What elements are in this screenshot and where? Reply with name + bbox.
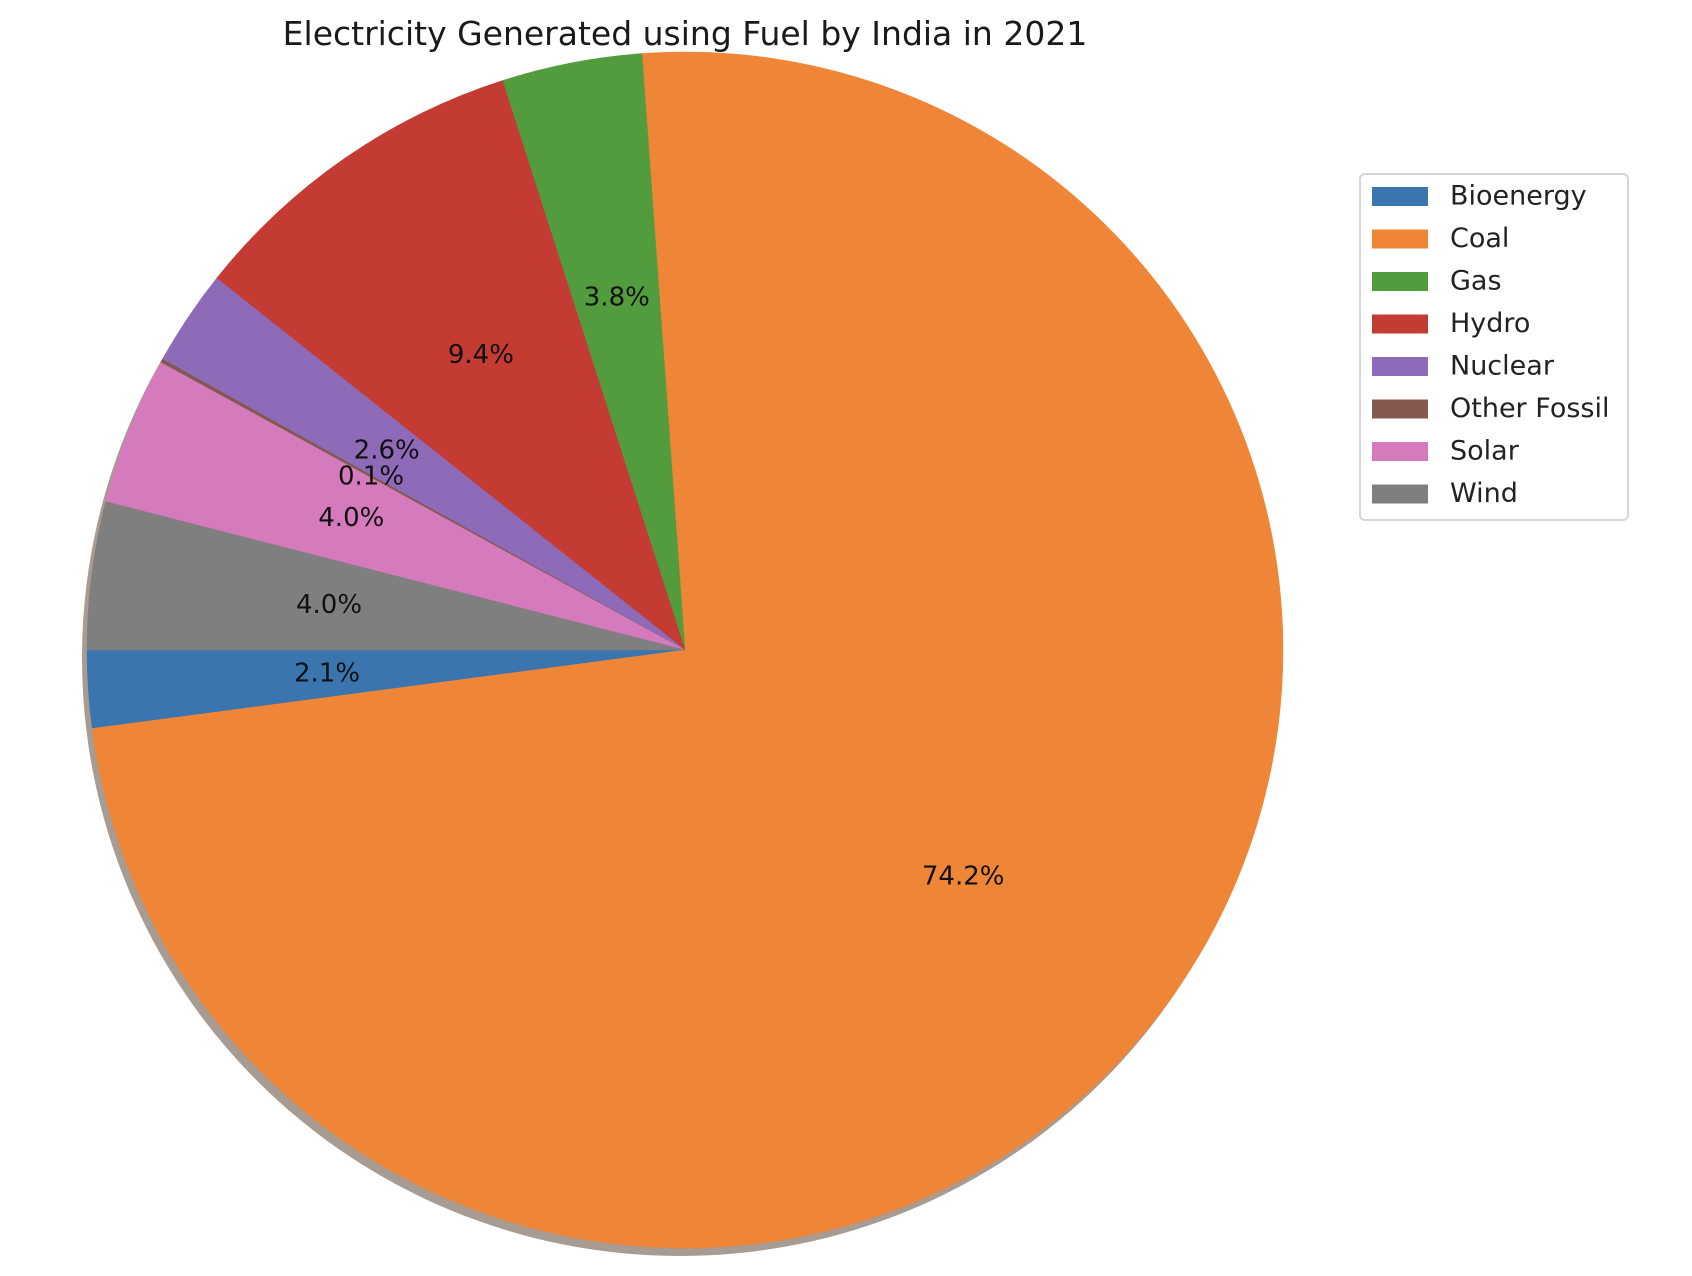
legend-swatch-nuclear <box>1372 357 1428 376</box>
legend-label-coal: Coal <box>1450 223 1509 254</box>
legend-label-bioenergy: Bioenergy <box>1450 181 1587 212</box>
pie-slice-wind <box>86 501 686 651</box>
legend-swatch-other-fossil <box>1372 399 1428 419</box>
legend-item-coal: Coal <box>1372 223 1509 254</box>
slice-label-bioenergy: 2.1% <box>294 659 360 689</box>
legend: Bioenergy Coal Gas Hydro Nuclear Other Fossil… <box>1359 173 1629 521</box>
legend-label-nuclear: Nuclear <box>1450 351 1555 382</box>
legend-item-nuclear: Nuclear <box>1372 351 1555 382</box>
legend-box <box>1359 173 1629 521</box>
legend-swatch-bioenergy <box>1372 187 1428 206</box>
legend-swatch-wind <box>1372 484 1428 504</box>
legend-item-solar: Solar <box>1372 436 1520 467</box>
legend-label-other-fossil: Other Fossil <box>1450 393 1609 424</box>
slice-label-gas: 3.8% <box>584 283 650 313</box>
legend-item-wind: Wind <box>1372 478 1518 509</box>
legend-item-hydro: Hydro <box>1372 308 1530 339</box>
legend-label-solar: Solar <box>1450 436 1520 467</box>
legend-swatch-hydro <box>1372 314 1428 334</box>
slice-label-other-fossil: 0.1% <box>338 462 404 492</box>
chart-title: Electricity Generated using Fuel by Indi… <box>283 14 1088 53</box>
legend-item-other-fossil: Other Fossil <box>1372 393 1609 424</box>
pie-labels: 2.1% 74.2% 3.8% 9.4% 2.6%0.1% 4.0% 4.0% <box>294 283 1005 892</box>
legend-item-bioenergy: Bioenergy <box>1372 181 1587 212</box>
legend-swatch-coal <box>1372 229 1428 249</box>
legend-label-hydro: Hydro <box>1450 308 1530 339</box>
pie-slice-hydro <box>216 80 686 651</box>
legend-item-gas: Gas <box>1372 266 1502 297</box>
pie-slices <box>86 51 1284 1249</box>
legend-label-gas: Gas <box>1450 266 1502 297</box>
pie-slice-coal <box>91 51 1284 1249</box>
legend-swatch-solar <box>1372 442 1428 461</box>
legend-swatch-gas <box>1372 272 1428 291</box>
slice-label-wind: 4.0% <box>296 590 362 620</box>
slice-label-nuclear: 2.6% <box>354 436 420 466</box>
slice-label-solar: 4.0% <box>318 503 384 533</box>
slice-label-hydro: 9.4% <box>448 340 514 370</box>
slice-label-coal: 74.2% <box>922 862 1005 892</box>
legend-label-wind: Wind <box>1450 478 1518 509</box>
